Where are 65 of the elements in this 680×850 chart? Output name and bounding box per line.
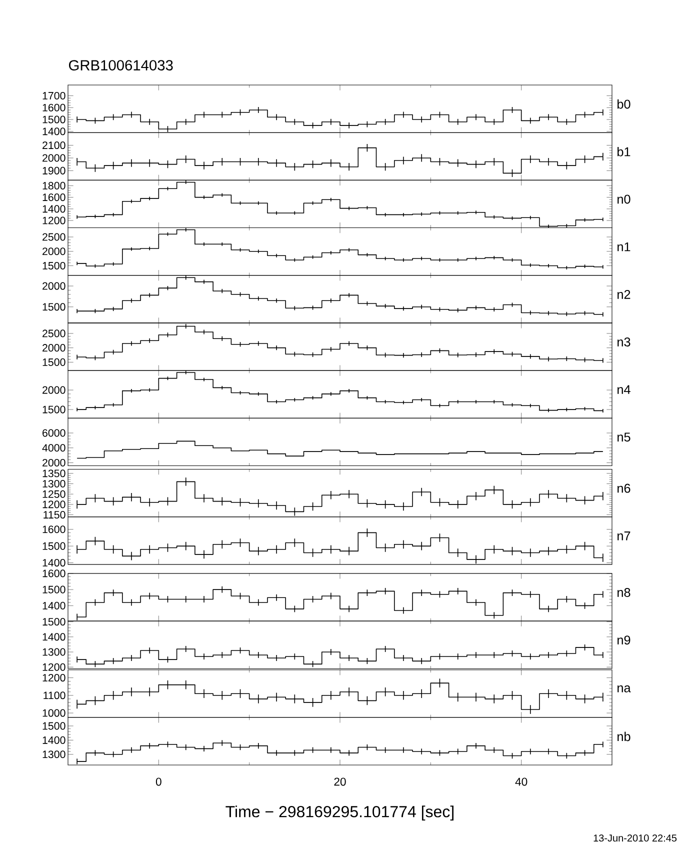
legend-label: na bbox=[618, 685, 631, 692]
x-tick-label: 20 bbox=[334, 778, 346, 786]
y-tick-label: 1700 bbox=[42, 92, 66, 100]
y-tick-label: 1500 bbox=[42, 303, 66, 311]
y-tick-label: 1400 bbox=[42, 205, 66, 213]
text: 13-Jun-2010 22:45 bbox=[594, 834, 677, 842]
y-tick-label: 1300 bbox=[42, 750, 66, 758]
y-tick-label: 1500 bbox=[42, 586, 66, 594]
legend-label: b0 bbox=[618, 99, 630, 109]
y-tick-label: 1400 bbox=[42, 736, 66, 744]
legend-label: n6 bbox=[618, 484, 630, 493]
y-tick-label: 1500 bbox=[42, 618, 66, 626]
y-tick-label: 1200 bbox=[42, 674, 66, 682]
y-tick-label: 1200 bbox=[42, 216, 66, 224]
y-tick-label: 2000 bbox=[42, 154, 66, 162]
legend-label: n9 bbox=[618, 636, 630, 645]
legend-label: n5 bbox=[618, 432, 630, 442]
x-tick-label: 0 bbox=[156, 778, 162, 786]
y-tick-label: 1500 bbox=[42, 722, 66, 730]
y-tick-label: 1900 bbox=[42, 166, 66, 174]
y-tick-label: 1350 bbox=[42, 470, 66, 478]
y-tick-label: 1150 bbox=[44, 511, 66, 519]
y-tick-label: 1500 bbox=[42, 358, 66, 366]
y-tick-label: 2000 bbox=[42, 458, 66, 467]
legend-label: n3 bbox=[618, 337, 630, 346]
y-tick-label: 1600 bbox=[42, 526, 66, 534]
y-tick-label: 1800 bbox=[42, 182, 66, 190]
y-tick-label: 4000 bbox=[42, 444, 66, 452]
y-tick-label: 1500 bbox=[42, 406, 66, 414]
y-tick-label: 1300 bbox=[42, 480, 66, 488]
y-tick-label: 2100 bbox=[42, 142, 66, 150]
y-tick-label: 1400 bbox=[42, 128, 66, 136]
y-tick-label: 1400 bbox=[42, 633, 66, 641]
y-tick-label: 1600 bbox=[42, 194, 66, 202]
y-tick-label: 2000 bbox=[42, 386, 66, 394]
y-tick-label: 1400 bbox=[42, 602, 66, 610]
legend-label: n2 bbox=[618, 290, 630, 299]
y-tick-label: 6000 bbox=[42, 429, 66, 437]
legend-label: n7 bbox=[618, 532, 630, 540]
x-tick-label: 40 bbox=[515, 778, 528, 786]
y-tick-label: 2000 bbox=[42, 248, 66, 256]
legend-label: n8 bbox=[618, 588, 630, 597]
x-axis-title: Time − 298169295.101774 [sec] bbox=[226, 806, 454, 820]
y-tick-label: 1250 bbox=[42, 490, 66, 498]
y-tick-label: 1300 bbox=[42, 648, 66, 656]
legend-label: n0 bbox=[618, 194, 630, 204]
y-tick-label: 1500 bbox=[42, 262, 66, 270]
legend-label: b1 bbox=[618, 146, 630, 156]
y-tick-label: 1200 bbox=[42, 500, 66, 508]
y-tick-label: 1500 bbox=[42, 116, 66, 124]
chart-title: GRB100614033 bbox=[68, 60, 173, 70]
legend-label: n1 bbox=[618, 242, 630, 252]
y-tick-label: 1600 bbox=[42, 104, 66, 112]
y-tick-label: 1400 bbox=[42, 558, 66, 567]
y-tick-label: 2500 bbox=[42, 330, 66, 338]
y-tick-label: 1000 bbox=[42, 709, 66, 717]
legend-label: nb bbox=[618, 732, 630, 742]
y-tick-label: 2500 bbox=[42, 233, 66, 241]
legend-label: n4 bbox=[618, 385, 630, 394]
y-tick-label: 2000 bbox=[42, 344, 66, 352]
y-tick-label: 1600 bbox=[42, 570, 66, 578]
y-tick-label: 1200 bbox=[42, 663, 66, 671]
y-tick-label: 1100 bbox=[44, 692, 66, 700]
y-tick-label: 2000 bbox=[42, 282, 66, 290]
y-tick-label: 1500 bbox=[42, 542, 66, 550]
